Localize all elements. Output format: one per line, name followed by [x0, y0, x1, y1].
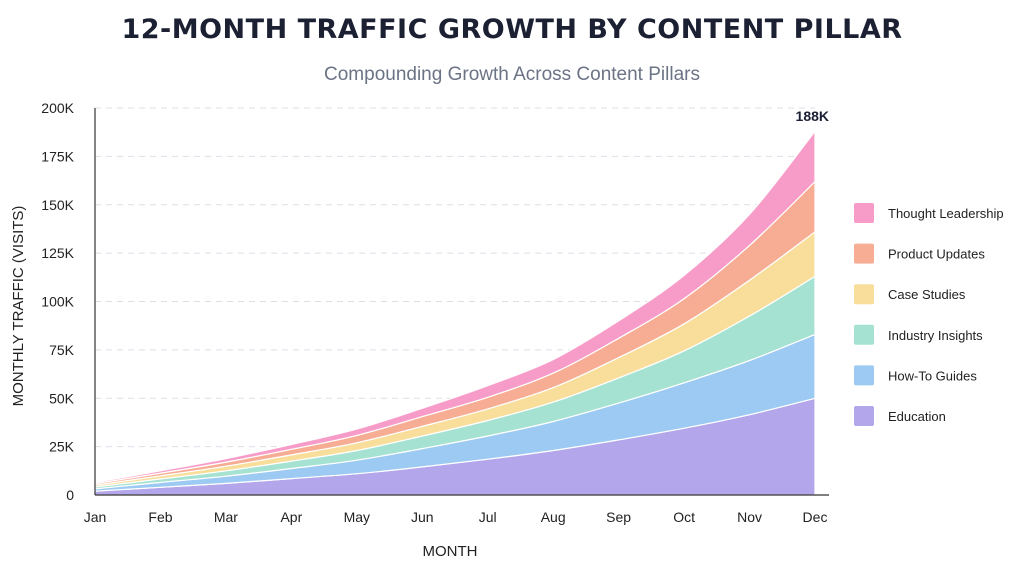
y-tick-label: 200K	[41, 100, 74, 116]
x-tick-label: Jan	[84, 509, 107, 525]
y-axis-label: MONTHLY TRAFFIC (VISITS)	[10, 206, 27, 407]
x-tick-label: Jul	[479, 509, 497, 525]
legend-swatch-education	[854, 406, 874, 426]
y-tick-label: 125K	[41, 245, 74, 261]
x-axis-label: MONTH	[423, 543, 478, 560]
x-tick-label: Oct	[673, 509, 695, 525]
x-tick-label: May	[344, 509, 370, 525]
y-tick-label: 25K	[49, 439, 75, 455]
x-tick-label: Jun	[411, 509, 434, 525]
x-tick-label: Aug	[541, 509, 566, 525]
legend-label-education: Education	[888, 409, 946, 424]
legend-swatch-case-studies	[854, 284, 874, 305]
x-tick-label: Mar	[214, 509, 238, 525]
y-tick-label: 0	[66, 487, 74, 503]
y-tick-label: 175K	[41, 148, 74, 164]
legend-label-thought-leadership: Thought Leadership	[888, 206, 1004, 221]
x-tick-label: Feb	[148, 509, 172, 525]
y-tick-labels: 0 25K 50K 75K 100K 125K 150K 175K 200K	[41, 100, 74, 503]
legend-label-case-studies: Case Studies	[888, 287, 966, 302]
legend-swatch-product-updates	[854, 243, 874, 264]
x-tick-label: Sep	[606, 509, 631, 525]
axes	[94, 108, 829, 496]
y-tick-label: 100K	[41, 294, 74, 310]
x-tick-label: Nov	[737, 509, 762, 525]
legend-label-how-to-guides: How-To Guides	[888, 368, 977, 383]
x-tick-label: Apr	[280, 509, 302, 525]
legend-swatch-how-to-guides	[854, 365, 874, 386]
legend-swatch-thought-leadership	[854, 203, 874, 223]
chart-subtitle: Compounding Growth Across Content Pillar…	[324, 64, 700, 85]
x-tick-label: Dec	[803, 509, 828, 525]
legend-swatch-industry-insights	[854, 324, 874, 345]
legend: Thought Leadership Product Updates Case St…	[854, 203, 1004, 426]
x-tick-labels: Jan Feb Mar Apr May Jun Jul Aug Sep Oct Nov Dec	[84, 509, 828, 525]
total-annotation: 188K	[796, 108, 829, 124]
legend-label-product-updates: Product Updates	[888, 247, 985, 262]
chart-title: 12-MONTH TRAFFIC GROWTH BY CONTENT PILLA…	[121, 14, 903, 45]
y-tick-label: 75K	[49, 342, 75, 358]
area-thought-leadership	[94, 129, 816, 485]
legend-label-industry-insights: Industry Insights	[888, 328, 983, 343]
y-tick-label: 50K	[49, 390, 75, 406]
area-layers	[94, 129, 816, 496]
y-tick-label: 150K	[41, 197, 74, 213]
